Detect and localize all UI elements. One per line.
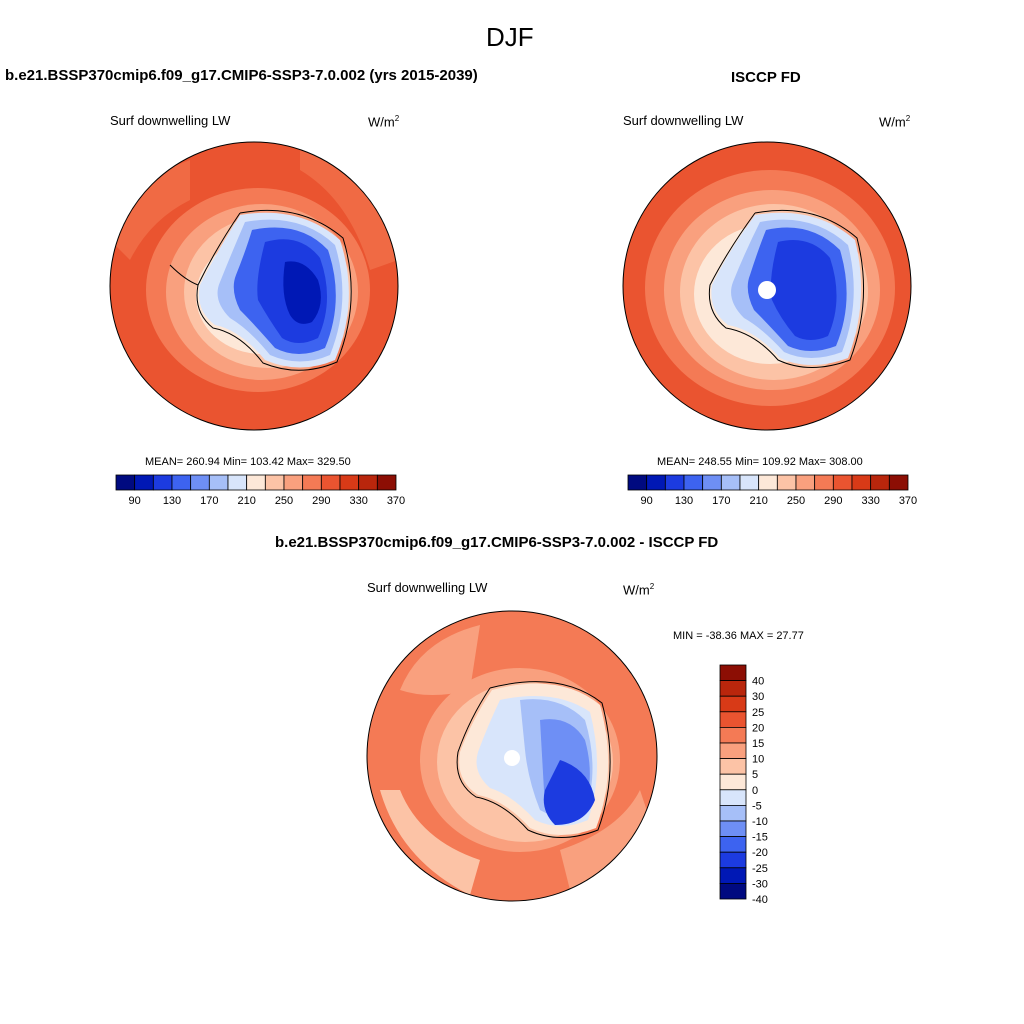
panel3-colorbar-tick-label: -40 xyxy=(752,894,768,906)
panel2-colorbar-swatch xyxy=(646,474,666,491)
panel1-colorbar-swatch xyxy=(264,474,285,491)
panel3-colorbar-tick-label: 20 xyxy=(752,722,764,734)
panel1-colorbar-swatch xyxy=(376,474,397,491)
panel3-colorbar-swatch xyxy=(719,789,747,806)
panel1-colorbar-swatch xyxy=(152,474,173,491)
panel2-stats: MEAN= 248.55 Min= 109.92 Max= 308.00 xyxy=(657,456,863,468)
panel1-title: b.e21.BSSP370cmip6.f09_g17.CMIP6-SSP3-7.… xyxy=(5,67,478,84)
panel2-colorbar-swatch xyxy=(814,474,834,491)
panel1-colorbar-tick-label: 210 xyxy=(237,495,255,507)
panel1-polar-map xyxy=(110,142,398,430)
panel3-colorbar-tick-label: 0 xyxy=(752,785,758,797)
panel2-title: ISCCP FD xyxy=(731,69,801,86)
panel3-colorbar-swatch xyxy=(719,711,747,728)
panel1-colorbar-swatch xyxy=(358,474,378,491)
panel2-colorbar-tick-label: 210 xyxy=(749,495,767,507)
panel3-colorbar-tick-label: 25 xyxy=(752,707,764,719)
panel2-colorbar-swatch xyxy=(795,474,816,491)
panel3-colorbar-swatch xyxy=(719,695,747,713)
panel2-colorbar-swatch xyxy=(758,474,778,491)
panel2-units: W/m2 xyxy=(879,114,911,130)
panel3-colorbar-swatch xyxy=(719,867,747,884)
panel2-variable-label: Surf downwelling LW xyxy=(623,113,744,128)
panel1-units: W/m2 xyxy=(368,114,400,130)
panel2-colorbar-swatch xyxy=(683,474,704,491)
panel3-colorbar-tick-label: -30 xyxy=(752,878,768,890)
panel1-colorbar-tick-label: 170 xyxy=(200,495,218,507)
panel2-colorbar-swatch xyxy=(870,474,890,491)
panel1-colorbar-tick-label: 130 xyxy=(163,495,181,507)
panel3-colorbar-swatch xyxy=(719,773,747,791)
figure-title: DJF xyxy=(486,22,534,52)
panel1-colorbar-tick-label: 330 xyxy=(349,495,367,507)
panel3-stats: MIN = -38.36 MAX = 27.77 xyxy=(673,630,804,642)
panel1-colorbar-swatch xyxy=(302,474,322,491)
panel1-colorbar-swatch xyxy=(339,474,360,491)
panel2-colorbar-swatch xyxy=(851,474,872,491)
panel1-colorbar-tick-label: 90 xyxy=(129,495,141,507)
panel2-colorbar: 90 130 170 210 250 290 330 370 xyxy=(627,474,917,507)
panel1-variable-label: Surf downwelling LW xyxy=(110,113,231,128)
panel2-colorbar-tick-label: 130 xyxy=(675,495,693,507)
panel2-colorbar-tick-label: 290 xyxy=(824,495,842,507)
panel1-colorbar-swatch xyxy=(190,474,210,491)
panel3-colorbar-tick-label: -15 xyxy=(752,832,768,844)
panel1-colorbar-tick-label: 370 xyxy=(387,495,405,507)
panel3-map-border xyxy=(366,610,658,902)
panel3-polar-map xyxy=(367,611,657,901)
panel1-colorbar-swatch xyxy=(134,474,154,491)
panel3-colorbar-swatch xyxy=(719,851,747,869)
panel3-colorbar: 40 30 25 20 15 10 5 0 -5 -10 -15 -20 -25 -30 -40 xyxy=(719,664,768,906)
panel1-colorbar-swatch xyxy=(227,474,248,491)
panel2-colorbar-tick-label: 330 xyxy=(861,495,879,507)
panel3-colorbar-tick-label: 15 xyxy=(752,738,764,750)
panel2-colorbar-swatch xyxy=(627,474,648,491)
panel1-colorbar-swatch xyxy=(283,474,304,491)
panel1-colorbar-swatch xyxy=(115,474,136,491)
panel2-colorbar-tick-label: 170 xyxy=(712,495,730,507)
panel1-colorbar-swatch xyxy=(208,474,229,491)
panel3-units: W/m2 xyxy=(623,582,655,598)
panel3-colorbar-swatch xyxy=(719,820,747,838)
panel2-colorbar-swatch xyxy=(832,474,853,491)
panel1-colorbar-tick-label: 290 xyxy=(312,495,330,507)
panel3-colorbar-tick-label: 40 xyxy=(752,676,764,688)
panel3-colorbar-swatch xyxy=(719,883,747,900)
panel3-colorbar-tick-label: 5 xyxy=(752,769,758,781)
panel1-stats: MEAN= 260.94 Min= 103.42 Max= 329.50 xyxy=(145,456,351,468)
panel1-colorbar-swatch xyxy=(246,474,266,491)
panel2-colorbar-swatch xyxy=(720,474,741,491)
panel3-colorbar-swatch xyxy=(719,727,747,744)
panel3-colorbar-tick-label: -20 xyxy=(752,847,768,859)
panel2-colorbar-swatch xyxy=(664,474,685,491)
panel3-colorbar-swatch xyxy=(719,742,747,760)
panel1-colorbar-swatch xyxy=(171,474,192,491)
panel3-colorbar-swatch xyxy=(719,836,747,853)
panel3-variable-label: Surf downwelling LW xyxy=(367,580,488,595)
panel2-colorbar-tick-label: 370 xyxy=(899,495,917,507)
panel2-polar-map xyxy=(623,142,911,430)
panel2-colorbar-swatch xyxy=(702,474,722,491)
panel3-colorbar-swatch xyxy=(719,664,747,682)
panel1-colorbar-tick-label: 250 xyxy=(275,495,293,507)
panel3-colorbar-tick-label: -25 xyxy=(752,863,768,875)
panel3-title: b.e21.BSSP370cmip6.f09_g17.CMIP6-SSP3-7.… xyxy=(275,534,719,551)
panel1-colorbar-swatch xyxy=(320,474,341,491)
panel3-colorbar-tick-label: -5 xyxy=(752,800,762,812)
panel1-colorbar: 90 130 170 210 250 290 330 370 xyxy=(115,474,405,507)
panel2-map-border xyxy=(622,141,912,431)
panel3-colorbar-swatch xyxy=(719,680,747,697)
panel2-colorbar-tick-label: 90 xyxy=(641,495,653,507)
panel2-colorbar-swatch xyxy=(776,474,797,491)
panel3-colorbar-swatch xyxy=(719,758,747,775)
panel2-colorbar-swatch xyxy=(888,474,909,491)
panel3-colorbar-tick-label: 10 xyxy=(752,754,764,766)
panel2-colorbar-swatch xyxy=(739,474,760,491)
panel3-colorbar-swatch xyxy=(719,805,747,822)
panel3-colorbar-tick-label: -10 xyxy=(752,816,768,828)
panel3-colorbar-tick-label: 30 xyxy=(752,691,764,703)
panel1-map-border xyxy=(109,141,399,431)
panel2-colorbar-tick-label: 250 xyxy=(787,495,805,507)
